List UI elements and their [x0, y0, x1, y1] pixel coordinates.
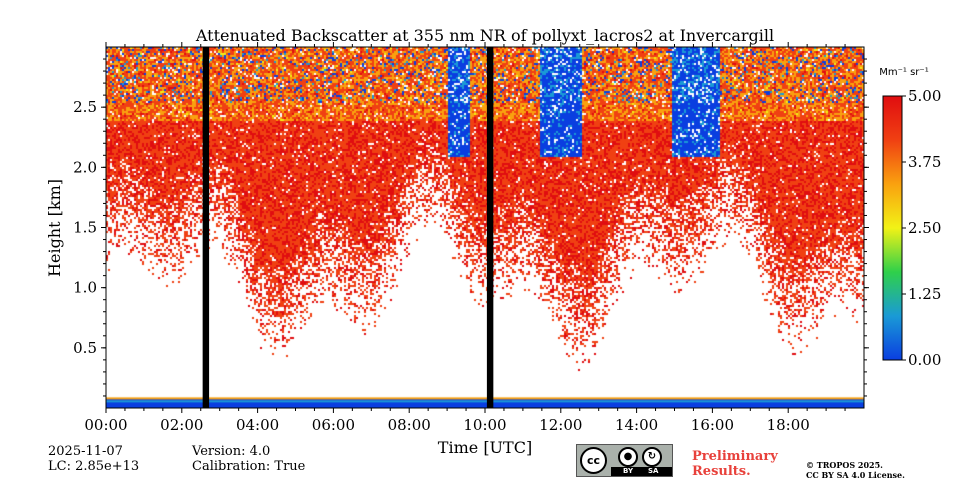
x-axis: 00:00 02:00 04:00 06:00 08:00 10:00 12:00 14:00…: [84, 42, 846, 434]
chart-title: Attenuated Backscatter at 355 nm NR of p…: [195, 26, 774, 45]
info-date: 2025-11-07: [48, 444, 123, 459]
copyright-line-2: CC BY SA 4.0 License.: [806, 470, 905, 480]
y-axis: 0.5 1.0 1.5 2.0 2.5: [73, 58, 869, 397]
colorbar: Mm⁻¹ sr⁻¹ 0.00 1.25 2.50 3.75 5.00: [879, 67, 941, 369]
colorbar-tick-label: 0.00: [908, 351, 941, 369]
x-tick-label: 06:00: [312, 416, 355, 434]
x-tick-label: 18:00: [767, 416, 810, 434]
by-person-icon: ●: [618, 447, 638, 467]
x-tick-label: 00:00: [84, 416, 127, 434]
y-axis-label: Height [km]: [45, 179, 64, 277]
colorbar-unit: Mm⁻¹ sr⁻¹: [879, 67, 928, 78]
info-version-block: Version: 4.0 Calibration: True: [192, 444, 305, 474]
x-axis-label: Time [UTC]: [438, 438, 532, 457]
x-tick-label: 04:00: [236, 416, 279, 434]
info-version: Version: 4.0: [192, 444, 271, 459]
info-calibration: Calibration: True: [192, 459, 306, 474]
y-tick-label: 1.0: [73, 279, 97, 297]
sa-share-icon: ↻: [642, 447, 662, 467]
x-tick-label: 02:00: [160, 416, 203, 434]
preliminary-notice: Preliminary Results.: [692, 449, 778, 479]
colorbar-tick-label: 3.75: [908, 153, 941, 171]
colorbar-tick-label: 1.25: [908, 285, 941, 303]
preliminary-line-1: Preliminary: [692, 449, 778, 464]
info-date-block: 2025-11-07 LC: 2.85e+13: [48, 444, 139, 474]
x-tick-label: 14:00: [615, 416, 658, 434]
colorbar-tick-label: 5.00: [908, 87, 941, 105]
y-tick-label: 2.5: [73, 98, 97, 116]
cc-license-badge: cc ● ↻ BY SA: [576, 444, 673, 477]
cc-sa-label: SA: [648, 467, 659, 475]
no-data-gap: [486, 47, 494, 408]
no-data-gaps: [202, 47, 494, 408]
copyright-line-1: © TROPOS 2025.: [806, 460, 883, 470]
colorbar-gradient: [882, 95, 903, 361]
info-lc: LC: 2.85e+13: [48, 459, 140, 474]
no-data-gap: [202, 47, 210, 408]
x-tick-label: 10:00: [463, 416, 506, 434]
x-tick-label: 12:00: [539, 416, 582, 434]
colorbar-tick-label: 2.50: [908, 219, 941, 237]
y-tick-label: 2.0: [73, 158, 97, 176]
cc-by-label: BY: [623, 467, 634, 475]
y-tick-label: 1.5: [73, 219, 97, 237]
cc-badge-strip: BY SA: [611, 467, 672, 476]
backscatter-heatmap: [106, 47, 864, 408]
x-tick-label: 16:00: [691, 416, 734, 434]
cc-icon: cc: [580, 447, 607, 474]
y-tick-label: 0.5: [73, 339, 97, 357]
copyright-notice: © TROPOS 2025. CC BY SA 4.0 License.: [806, 460, 905, 480]
x-tick-label: 08:00: [388, 416, 431, 434]
preliminary-line-2: Results.: [692, 464, 751, 479]
